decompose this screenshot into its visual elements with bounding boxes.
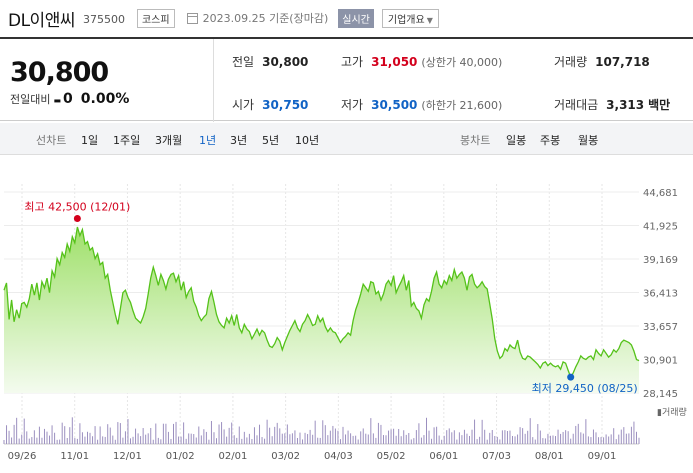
volume: 거래량 107,718 [554, 53, 650, 70]
price-change: 전일대비 ▬ 0 0.00% [10, 91, 129, 107]
high-marker [73, 215, 81, 223]
y-tick-label: 30,901 [643, 356, 678, 367]
lower-limit: (하한가 21,600) [421, 99, 503, 112]
prev-close-label: 전일 [232, 55, 255, 69]
prev-close: 전일 30,800 [232, 53, 308, 70]
low-value: 30,500 [371, 98, 418, 112]
candle-chart-label: 봉차트 [460, 134, 491, 147]
company-info-label: 기업개요 [387, 14, 425, 26]
tab-5y[interactable]: 5년 [262, 134, 280, 147]
tab-daily[interactable]: 일봉 [506, 134, 527, 147]
low-label: 최저 29,450 (08/25) [532, 382, 638, 395]
company-info-dropdown[interactable]: 기업개요 ▼ [381, 8, 439, 28]
stock-code: 375500 [82, 13, 125, 26]
price-summary: 30,800 전일대비 ▬ 0 0.00% 전일 30,800 고가 31,050(… [0, 37, 693, 122]
x-tick-label: 12/01 [113, 451, 142, 462]
upper-limit: (상한가 40,000) [421, 56, 503, 69]
prev-close-value: 30,800 [262, 55, 309, 69]
x-tick-label: 09/26 [8, 451, 37, 462]
tab-3m[interactable]: 3개월 [155, 134, 183, 147]
high-label: 최고 42,500 (12/01) [24, 201, 130, 214]
change-value: 0 [63, 91, 73, 107]
amount-value: 3,313 [606, 98, 645, 112]
calendar-icon [186, 12, 198, 24]
low-price: 저가 30,500 (하한가 21,600) [341, 96, 502, 113]
amount-unit: 백만 [648, 98, 671, 112]
tab-monthly[interactable]: 월봉 [578, 134, 599, 147]
low-marker [567, 373, 575, 381]
tab-1y[interactable]: 1년 [199, 134, 217, 147]
y-tick-label: 39,169 [643, 255, 678, 266]
line-chart-label: 선차트 [36, 134, 67, 147]
x-tick-label: 08/01 [535, 451, 564, 462]
price-area [4, 227, 639, 393]
divider [213, 39, 214, 122]
x-tick-label: 01/02 [166, 451, 195, 462]
tab-weekly[interactable]: 주봉 [540, 134, 561, 147]
y-tick-label: 28,145 [643, 389, 678, 400]
open-value: 30,750 [262, 98, 309, 112]
tab-3y[interactable]: 3년 [230, 134, 248, 147]
y-tick-label: 33,657 [643, 322, 678, 333]
market-badge: 코스피 [136, 8, 175, 28]
x-tick-label: 04/03 [324, 451, 353, 462]
change-arrow-icon: ▬ [53, 96, 62, 105]
y-tick-label: 36,413 [643, 289, 678, 300]
tab-10y[interactable]: 10년 [295, 134, 320, 147]
chart-period-tabs: 선차트 1일 1주일 3개월 1년 3년 5년 10년 봉차트 일봉 주봉 월봉 [0, 123, 693, 155]
x-tick-label: 02/01 [218, 451, 247, 462]
y-tick-label: 41,925 [643, 222, 678, 233]
x-tick-label: 03/02 [271, 451, 300, 462]
trade-amount: 거래대금 3,313 백만 [554, 96, 670, 113]
x-tick-label: 11/01 [60, 451, 89, 462]
x-tick-label: 06/01 [429, 451, 458, 462]
high-price: 고가 31,050 (상한가 40,000) [341, 53, 502, 70]
realtime-button[interactable]: 실시간 [338, 8, 374, 28]
amount-label: 거래대금 [554, 98, 599, 112]
tab-1d[interactable]: 1일 [81, 134, 99, 147]
high-label: 고가 [341, 55, 364, 69]
stock-header: DL이앤씨 375500 코스피 2023.09.25 기준(장마감) 실시간 … [0, 0, 693, 36]
current-price: 30,800 [10, 57, 109, 88]
change-percent: 0.00% [80, 91, 130, 107]
volume-value: 107,718 [595, 55, 650, 69]
y-tick-label: 44,681 [643, 188, 678, 199]
change-label: 전일대비 [10, 93, 51, 106]
price-line [3, 226, 640, 379]
high-value: 31,050 [371, 55, 418, 69]
base-date: 2023.09.25 기준(장마감) [202, 12, 329, 25]
open-price: 시가 30,750 [232, 96, 308, 113]
open-label: 시가 [232, 98, 255, 112]
x-tick-label: 07/03 [482, 451, 511, 462]
price-chart: 44,681 41,925 39,169 36,413 33,657 30,901 28,1… [3, 184, 687, 462]
low-label: 저가 [341, 98, 364, 112]
chevron-down-icon: ▼ [426, 15, 433, 25]
volume-label: 거래량 [554, 55, 588, 69]
tab-1w[interactable]: 1주일 [113, 134, 141, 147]
volume-legend: ▮거래량 [657, 406, 687, 418]
stock-name: DL이앤씨 [8, 10, 75, 31]
x-tick-label: 05/02 [377, 451, 406, 462]
x-tick-label: 09/01 [588, 451, 617, 462]
